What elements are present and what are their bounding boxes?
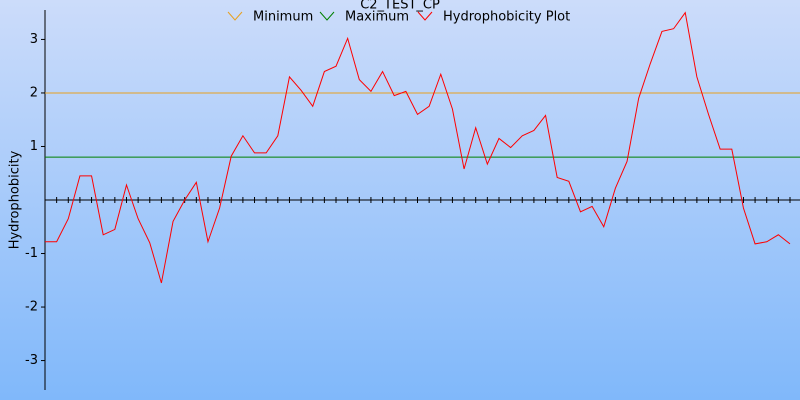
legend-label: Maximum xyxy=(345,10,409,25)
y-tick-label: 1 xyxy=(30,139,38,154)
data-line xyxy=(45,11,791,284)
legend-label: Hydrophobicity Plot xyxy=(443,10,570,25)
legend-icon xyxy=(227,11,243,21)
y-tick-label: -3 xyxy=(25,353,38,368)
legend-icon xyxy=(417,11,433,21)
chart-title: C2_TEST_CP xyxy=(360,0,440,13)
y-tick-label: 2 xyxy=(30,85,38,100)
y-axis-label: Hydrophobicity xyxy=(8,150,23,249)
legend-icon xyxy=(319,11,335,21)
legend-label: Minimum xyxy=(253,10,313,25)
y-tick-label: 3 xyxy=(30,32,38,47)
y-tick-label: -1 xyxy=(25,246,38,261)
y-tick-label: -2 xyxy=(25,300,38,315)
